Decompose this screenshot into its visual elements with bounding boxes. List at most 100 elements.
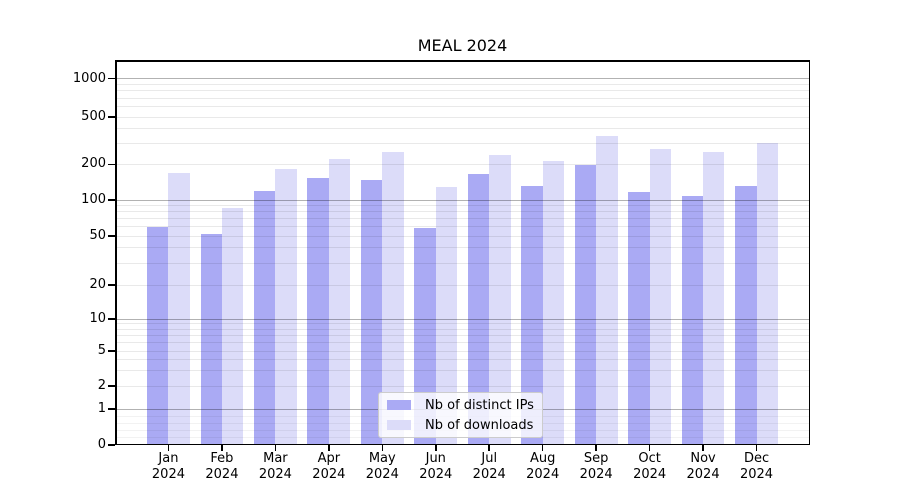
legend-swatch-distinct-ips (387, 400, 411, 410)
x-tick-mark (381, 445, 384, 451)
x-tick-year: 2024 (419, 467, 453, 482)
gridline-minor (115, 218, 810, 220)
x-tick-month: Jan (158, 451, 179, 466)
bar-sep-downloads (596, 136, 618, 445)
bar-jul-downloads (489, 155, 511, 445)
x-tick-mark (595, 445, 597, 451)
y-tick-mark (108, 199, 115, 201)
gridline-minor (115, 350, 810, 352)
gridline-minor (115, 262, 810, 264)
x-tick-mark (702, 445, 704, 451)
x-tick-month: Oct (638, 451, 661, 466)
gridline-minor (115, 370, 810, 371)
x-tick-year: 2024 (579, 467, 613, 482)
bar-may-distinct-ips (360, 179, 383, 445)
gridline-minor (115, 323, 810, 325)
x-tick-label-aug: Aug 2024 (511, 451, 575, 483)
x-tick-label-mar: Mar 2024 (243, 451, 307, 483)
gridline-minor (115, 211, 810, 213)
gridline-minor (115, 226, 810, 228)
gridline-minor (115, 385, 810, 387)
gridline-minor (115, 142, 810, 144)
legend-label-downloads: Nb of downloads (425, 417, 534, 433)
x-tick-year: 2024 (472, 467, 506, 482)
plot-area (115, 60, 810, 445)
x-tick-label-sep: Sep 2024 (564, 451, 628, 483)
y-tick-label: 1000 (72, 70, 106, 86)
x-tick-mark (221, 445, 223, 451)
gridline-major (115, 78, 810, 80)
y-tick-label: 500 (81, 109, 106, 124)
x-tick-year: 2024 (686, 467, 720, 482)
bar-nov-distinct-ips (681, 196, 704, 445)
x-tick-year: 2024 (365, 467, 399, 482)
y-tick-label: 0 (97, 437, 106, 452)
x-tick-mark (167, 445, 170, 451)
x-tick-year: 2024 (526, 467, 560, 482)
gridline-minor (115, 90, 810, 92)
x-tick-year: 2024 (312, 467, 346, 482)
gridline-minor (115, 334, 810, 336)
bar-apr-downloads (328, 159, 351, 445)
bar-aug-distinct-ips (521, 186, 543, 445)
x-tick-year: 2024 (205, 467, 239, 482)
bar-oct-distinct-ips (628, 192, 650, 445)
legend-item-downloads: Nb of downloads (387, 418, 534, 433)
axis-spine-bottom (115, 443, 810, 445)
x-tick-label-may: May 2024 (350, 451, 414, 483)
x-tick-year: 2024 (258, 467, 292, 482)
gridline-minor (115, 163, 810, 165)
gridline-minor (115, 284, 810, 286)
x-tick-month: Nov (690, 451, 716, 466)
bar-sep-distinct-ips (574, 165, 597, 445)
bar-dec-distinct-ips (735, 186, 757, 445)
y-tick-mark (108, 77, 115, 80)
gridline-minor (115, 204, 810, 206)
bar-mar-distinct-ips (254, 190, 276, 445)
legend: Nb of distinct IPs Nb of downloads (378, 392, 543, 438)
bar-may-downloads (382, 151, 404, 445)
legend-label-distinct-ips: Nb of distinct IPs (425, 397, 534, 413)
x-tick-label-jul: Jul 2024 (457, 451, 521, 483)
bar-jul-distinct-ips (467, 174, 490, 445)
y-tick-label: 5 (97, 343, 106, 358)
y-tick-label: 20 (89, 277, 106, 292)
bar-feb-distinct-ips (200, 233, 222, 445)
x-tick-month: May (368, 451, 396, 466)
y-tick-mark (108, 318, 115, 320)
y-tick-mark (108, 444, 115, 446)
bar-apr-distinct-ips (307, 178, 329, 445)
y-tick-label: 50 (89, 228, 106, 243)
gridline-minor (115, 328, 810, 330)
legend-swatch-downloads (387, 420, 411, 430)
y-tick-label: 10 (89, 311, 106, 326)
axis-spine-top (115, 60, 810, 62)
x-tick-label-nov: Nov 2024 (671, 451, 735, 483)
bar-jan-downloads (168, 173, 190, 445)
bar-dec-downloads (756, 143, 778, 445)
x-tick-month: Jul (481, 451, 498, 466)
gridline-major (115, 318, 810, 320)
gridline-minor (115, 342, 810, 344)
x-tick-mark (274, 445, 277, 451)
x-tick-month: Aug (529, 451, 556, 466)
y-tick-label: 100 (81, 192, 106, 207)
bar-oct-downloads (649, 149, 671, 445)
bar-jan-distinct-ips (147, 226, 169, 445)
x-tick-label-jan: Jan 2024 (136, 451, 200, 483)
x-tick-label-dec: Dec 2024 (725, 451, 789, 483)
y-tick-mark (108, 163, 115, 166)
y-tick-label: 2 (97, 378, 106, 393)
x-tick-mark (755, 445, 758, 451)
gridline-minor (115, 359, 810, 361)
bar-jun-downloads (435, 187, 458, 445)
gridline-minor (115, 235, 810, 237)
x-tick-label-feb: Feb 2024 (190, 451, 254, 483)
y-tick-label: 1 (97, 401, 106, 416)
y-tick-mark (108, 350, 115, 352)
x-tick-month: Sep (583, 451, 609, 466)
x-tick-month: Mar (263, 451, 288, 466)
x-tick-month: Feb (210, 451, 234, 466)
x-tick-month: Jun (425, 451, 446, 466)
